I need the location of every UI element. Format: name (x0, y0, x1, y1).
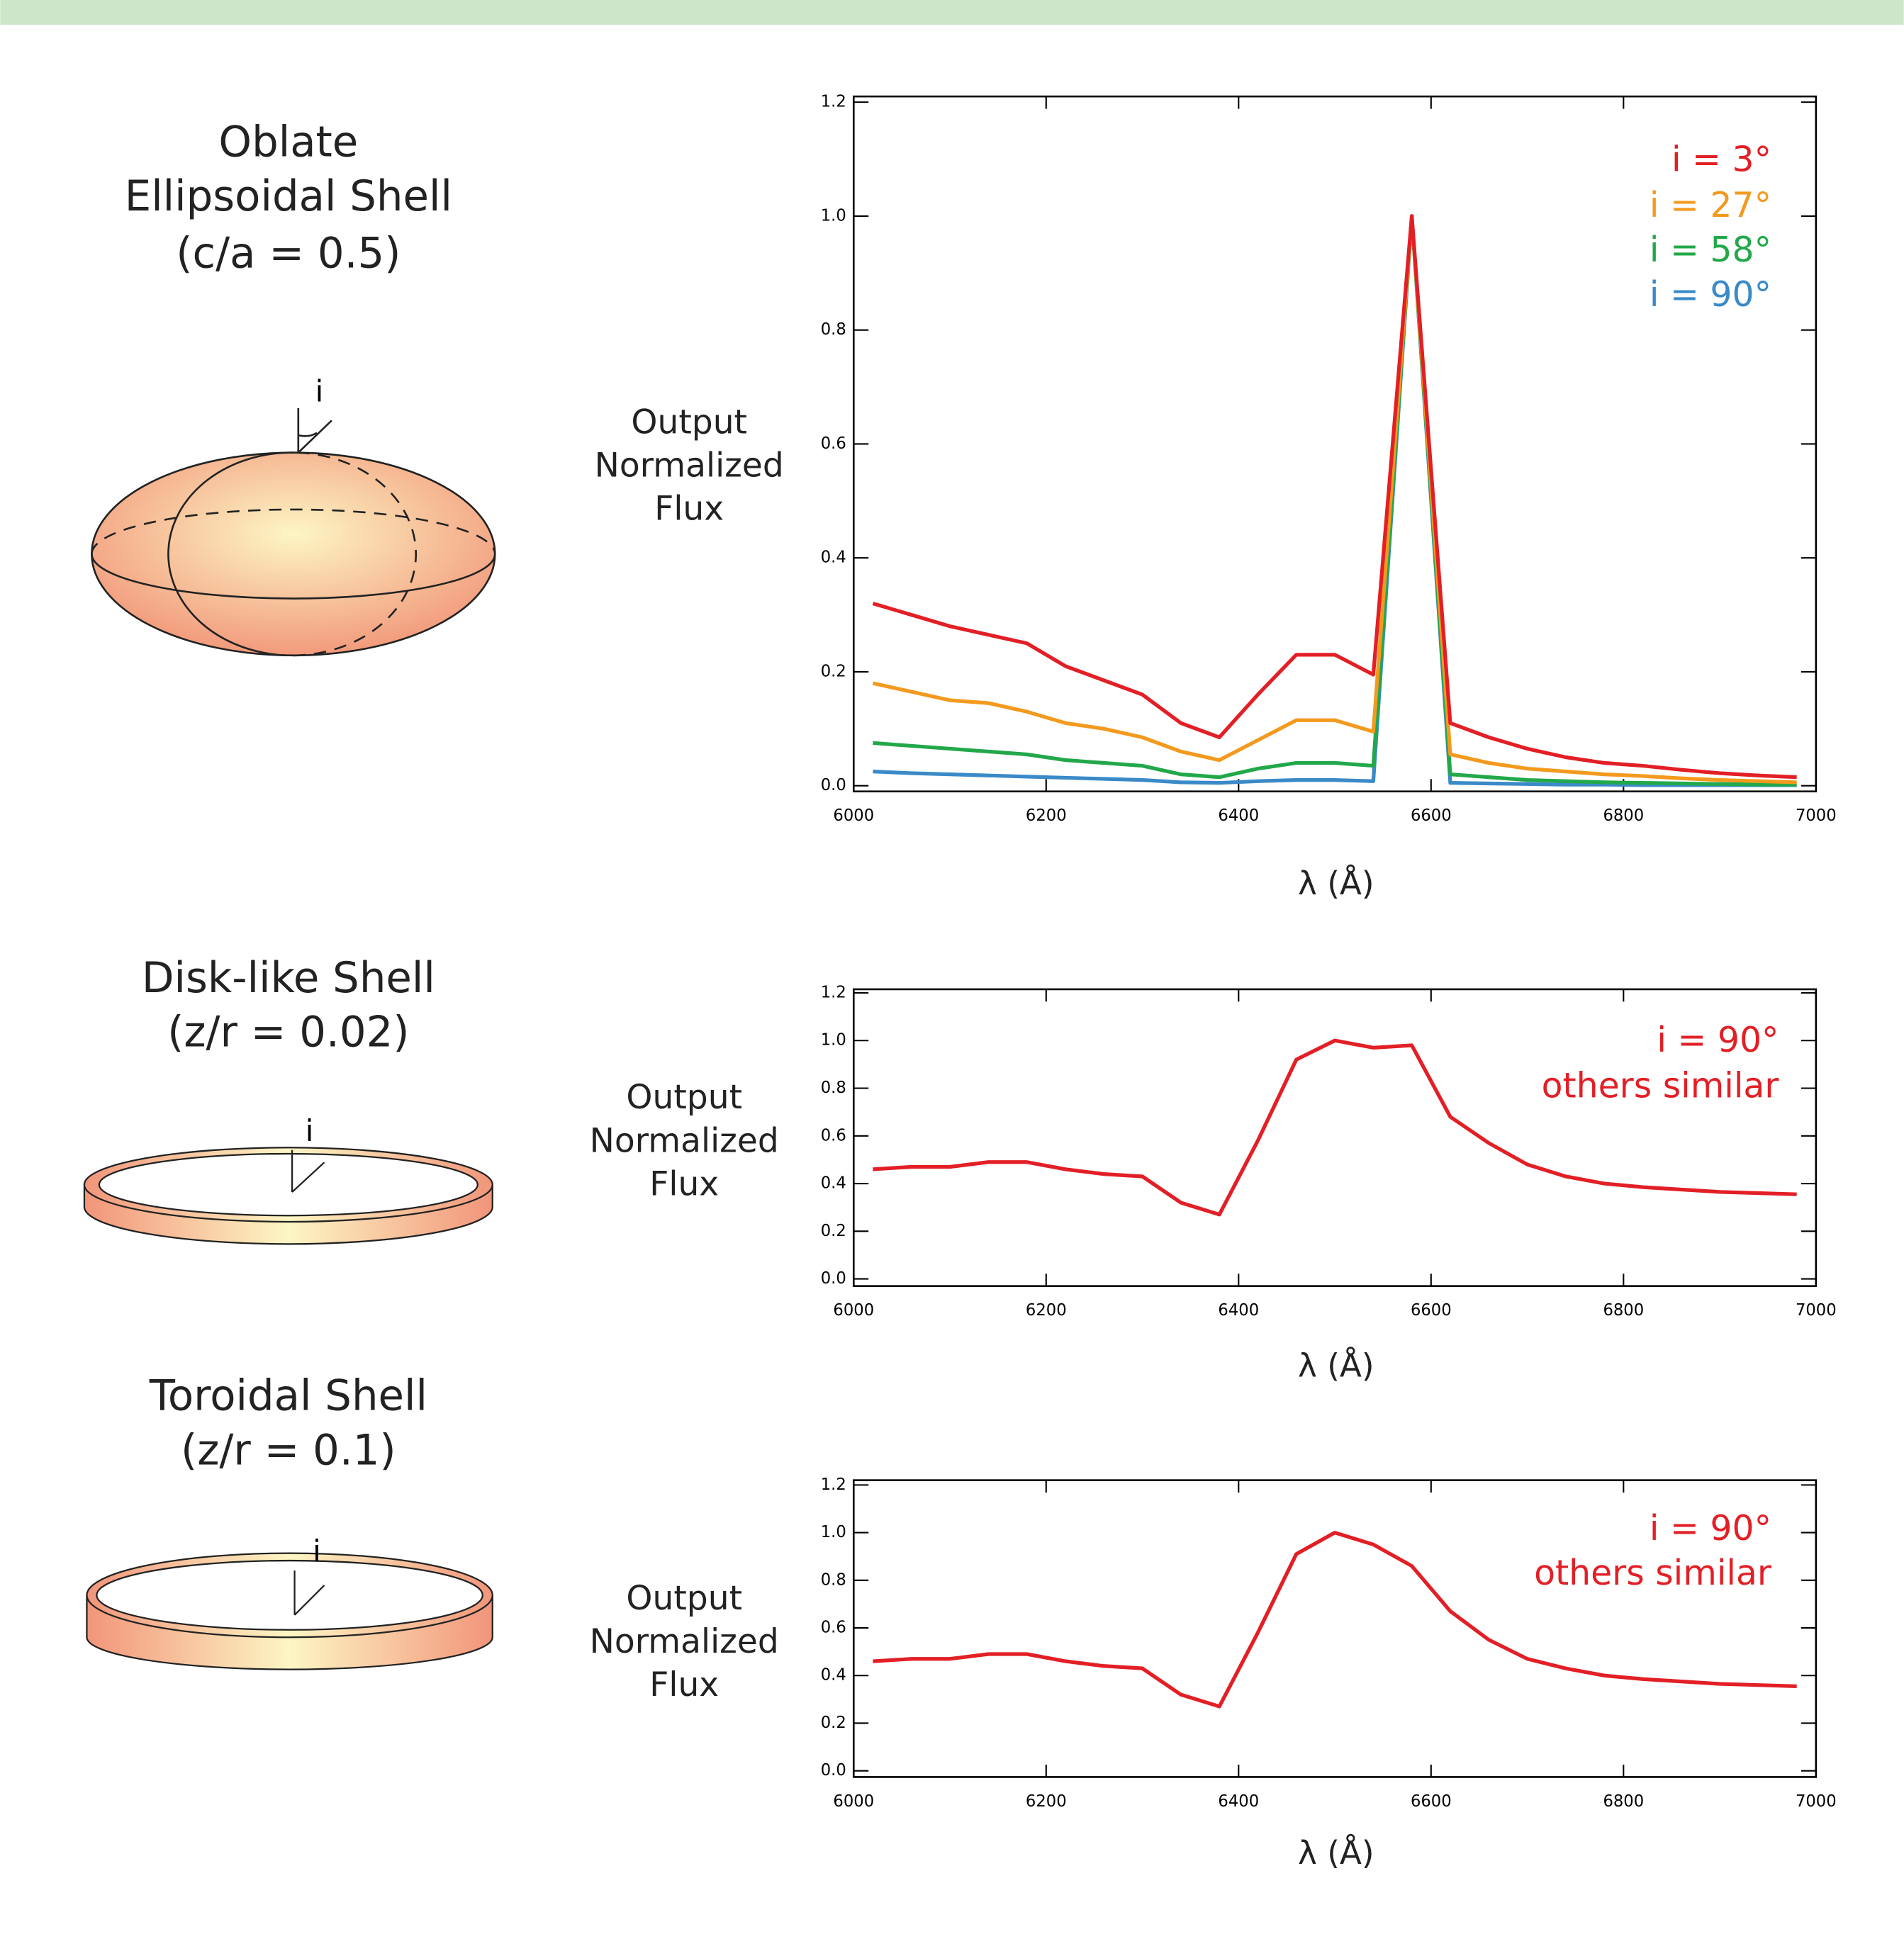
disk-diagram (84, 1147, 493, 1244)
y-tick-label: 1.0 (821, 206, 846, 225)
x-tick-label: 6800 (1603, 1792, 1644, 1811)
top-band (0, 0, 1903, 25)
x-tick-label: 6000 (833, 1792, 874, 1811)
x-tick-label: 6400 (1218, 1792, 1259, 1811)
y-tick-label: 0.8 (821, 1570, 846, 1589)
legend-entry: i = 90° (1650, 274, 1771, 315)
x-tick-label: 7000 (1796, 1792, 1837, 1811)
annotation: others similar (1534, 1553, 1772, 1593)
x-tick-label: 6400 (1218, 1301, 1259, 1320)
y-axis-label: Normalized (590, 1622, 779, 1661)
annotation: others similar (1542, 1066, 1780, 1106)
angle-label: i (315, 373, 324, 408)
shape-title: Ellipsoidal Shell (125, 172, 452, 220)
y-tick-label: 0.4 (821, 1666, 846, 1685)
angle-label: i (306, 1113, 314, 1148)
legend-entry: i = 27° (1650, 185, 1771, 225)
torus-diagram (86, 1553, 492, 1670)
x-tick-label: 6200 (1026, 1792, 1067, 1811)
page: i i i Oblate Ellipsoidal Shell (c/a = 0.5)… (0, 0, 1904, 1939)
x-tick-label: 7000 (1796, 1301, 1837, 1320)
x-tick-label: 6000 (833, 1301, 874, 1320)
x-axis-label: λ (Å) (1298, 1833, 1374, 1872)
y-tick-label: 1.0 (821, 1031, 846, 1050)
x-tick-label: 7000 (1796, 806, 1837, 825)
y-tick-label: 0.8 (821, 1079, 846, 1097)
x-tick-label: 6200 (1026, 1301, 1067, 1320)
y-tick-label: 0.2 (821, 1714, 846, 1732)
y-axis-label: Output (631, 403, 747, 442)
y-tick-label: 1.0 (821, 1523, 846, 1541)
shape-title: Toroidal Shell (149, 1371, 427, 1420)
legend-entry: i = 90° (1650, 1508, 1771, 1549)
shape-title: (z/r = 0.1) (181, 1425, 396, 1474)
x-axis-label: λ (Å) (1298, 864, 1374, 902)
y-axis-label: Normalized (590, 1121, 779, 1160)
y-tick-label: 0.2 (821, 1222, 846, 1240)
y-axis-label: Normalized (595, 446, 784, 485)
y-axis-label: Flux (649, 1665, 719, 1704)
x-tick-label: 6800 (1603, 806, 1644, 825)
y-axis-label: Output (626, 1078, 742, 1117)
y-axis-label: Flux (649, 1164, 719, 1203)
y-tick-label: 0.2 (821, 662, 846, 680)
y-tick-label: 0.4 (821, 1174, 846, 1193)
y-tick-label: 0.4 (821, 549, 846, 567)
legend-entry: i = 3° (1671, 140, 1771, 180)
angle-label: i (313, 1534, 321, 1568)
x-tick-label: 6800 (1603, 1301, 1644, 1320)
x-tick-label: 6200 (1026, 806, 1067, 825)
x-tick-label: 6600 (1411, 1301, 1452, 1320)
x-tick-label: 6400 (1218, 806, 1259, 825)
y-tick-label: 0.6 (821, 434, 846, 453)
y-axis-label: Flux (654, 490, 724, 529)
y-tick-label: 0.0 (821, 1761, 846, 1780)
x-tick-label: 6000 (833, 806, 874, 825)
y-tick-label: 0.8 (821, 320, 846, 339)
legend-entry: i = 58° (1650, 230, 1771, 270)
y-axis-label: Output (626, 1579, 742, 1618)
y-tick-label: 1.2 (821, 983, 846, 1001)
figure: i i i Oblate Ellipsoidal Shell (c/a = 0.5)… (0, 0, 1904, 1939)
shape-title: (z/r = 0.02) (167, 1008, 409, 1057)
shape-title: Disk-like Shell (142, 953, 435, 1002)
legend-entry: i = 90° (1657, 1020, 1779, 1060)
shape-title: (c/a = 0.5) (176, 228, 401, 277)
y-tick-label: 0.6 (821, 1619, 846, 1637)
x-axis-label: λ (Å) (1298, 1346, 1374, 1384)
y-tick-label: 0.6 (821, 1126, 846, 1145)
x-tick-label: 6600 (1411, 806, 1452, 825)
y-tick-label: 1.2 (821, 93, 846, 111)
x-tick-label: 6600 (1411, 1792, 1452, 1811)
shape-title: Oblate (218, 117, 358, 166)
y-tick-label: 0.0 (821, 776, 846, 794)
y-tick-label: 1.2 (821, 1476, 846, 1494)
ellipsoid-diagram (91, 408, 495, 656)
y-tick-label: 0.0 (821, 1269, 846, 1288)
